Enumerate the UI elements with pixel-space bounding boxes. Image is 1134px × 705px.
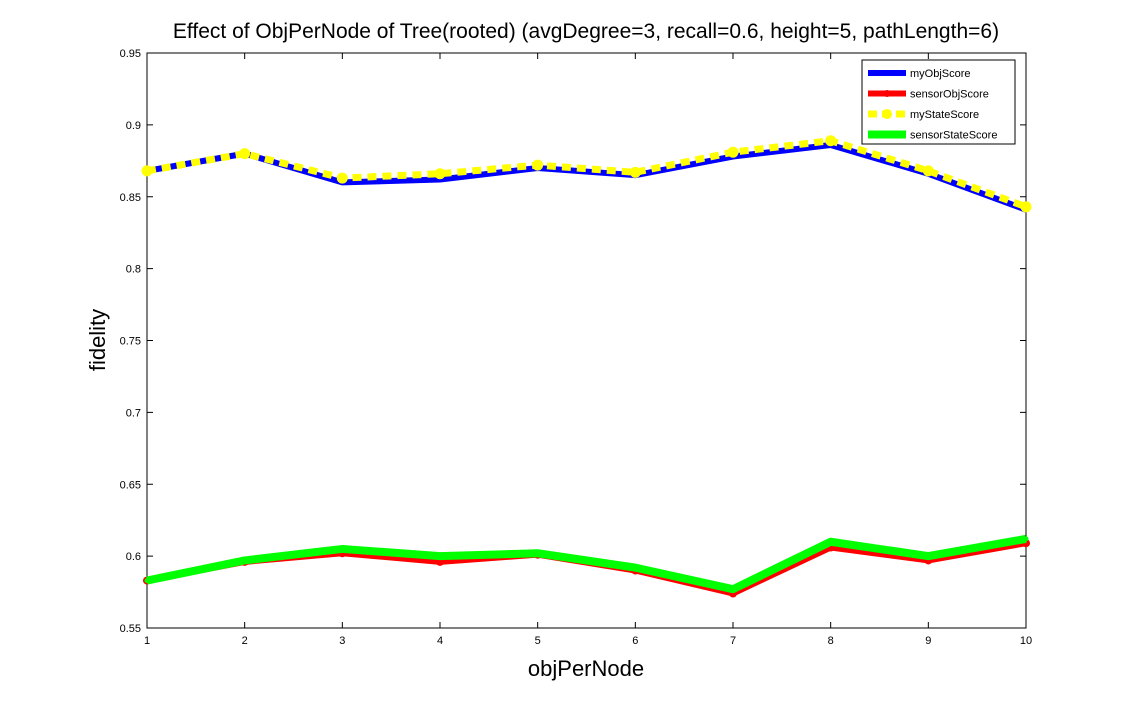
data-point-sensorStateScore: [437, 553, 443, 559]
data-point-sensorStateScore: [632, 565, 638, 571]
legend-label-sensorStateScore: sensorStateScore: [910, 130, 997, 142]
data-point-sensorStateScore: [1023, 536, 1029, 542]
legend-label-myStateScore: myStateScore: [910, 109, 979, 121]
data-point-sensorStateScore: [828, 539, 834, 545]
legend-marker-myStateScore: [882, 109, 892, 119]
data-point-myStateScore: [239, 148, 251, 160]
x-tick-label: 6: [632, 635, 638, 647]
data-point-sensorStateScore: [339, 546, 345, 552]
y-tick-label: 0.65: [120, 479, 141, 491]
y-tick-label: 0.85: [120, 192, 141, 204]
y-tick-label: 0.9: [126, 120, 141, 132]
x-axis-title: objPerNode: [528, 656, 644, 681]
series-line-sensorStateScore: [146, 534, 1027, 594]
y-tick-label: 0.6: [126, 551, 141, 563]
data-point-sensorStateScore: [925, 553, 931, 559]
data-point-myStateScore: [825, 135, 837, 147]
plot-area: [146, 52, 1027, 629]
series-sensorStateScore: [144, 534, 1029, 594]
x-tick-label: 4: [437, 635, 443, 647]
x-tick-label: 7: [730, 635, 736, 647]
y-tick-label: 0.8: [126, 264, 141, 276]
y-tick-label: 0.55: [120, 623, 141, 635]
y-tick-label: 0.75: [120, 336, 141, 348]
data-point-myStateScore: [336, 172, 348, 184]
data-point-myStateScore: [141, 165, 153, 177]
x-tick-label: 10: [1020, 635, 1032, 647]
data-point-sensorStateScore: [144, 578, 150, 584]
data-point-myStateScore: [727, 146, 739, 158]
legend: myObjScore sensorObjScore myStateScore sens…: [861, 59, 1016, 145]
series-line-myStateScore: [146, 137, 1028, 211]
legend-label-myObjScore: myObjScore: [910, 68, 971, 80]
data-point-myStateScore: [922, 165, 934, 177]
data-point-sensorStateScore: [730, 586, 736, 592]
legend-marker-sensorObjScore: [883, 90, 891, 97]
x-tick-label: 1: [144, 635, 150, 647]
x-tick-label: 2: [242, 635, 248, 647]
x-tick-label: 9: [925, 635, 931, 647]
legend-label-sensorObjScore: sensorObjScore: [910, 89, 989, 101]
series-layer: [141, 135, 1032, 598]
x-tick-label: 8: [828, 635, 834, 647]
data-point-myStateScore: [532, 159, 544, 171]
axis-ticks: 1 2 3 4 5 6 7 8 9 10 0.55 0.6 0.65 0.7 0.75 0.8 0.85 0.9 0…: [120, 48, 1033, 647]
series-myStateScore: [141, 135, 1032, 213]
data-point-myStateScore: [434, 168, 446, 180]
x-tick-label: 5: [535, 635, 541, 647]
data-point-myStateScore: [629, 166, 641, 178]
data-point-sensorStateScore: [535, 550, 541, 556]
data-point-sensorStateScore: [242, 557, 248, 563]
chart-title: Effect of ObjPerNode of Tree(rooted) (av…: [173, 20, 999, 43]
y-tick-label: 0.7: [126, 407, 141, 419]
x-tick-label: 3: [339, 635, 345, 647]
y-tick-label: 0.95: [120, 48, 141, 60]
data-point-myStateScore: [1020, 201, 1032, 213]
y-axis-title: fidelity: [85, 309, 110, 371]
